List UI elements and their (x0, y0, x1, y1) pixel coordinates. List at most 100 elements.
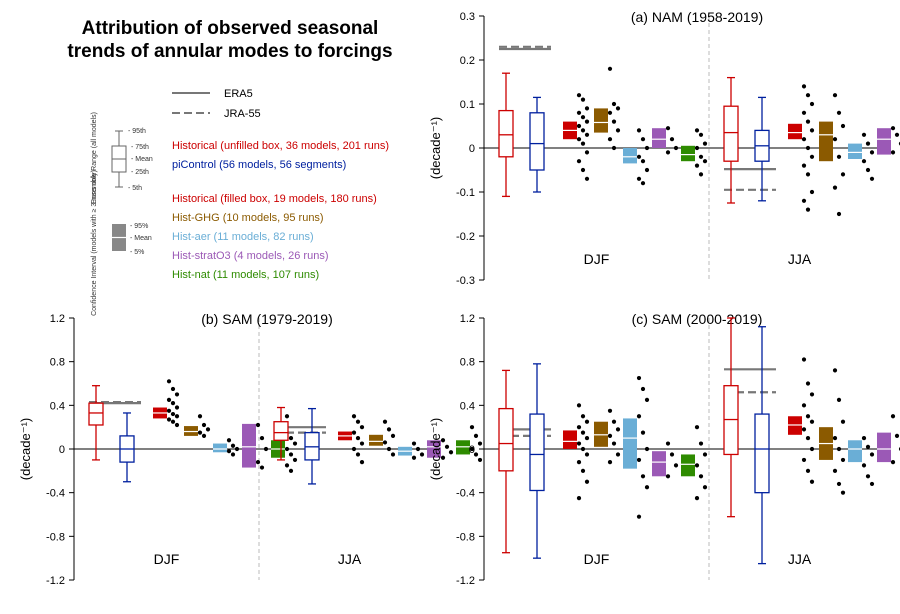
chart-panels: 0.3 0.2 0.1 0 -0.1 -0.2 -0.3 (decade⁻¹) (a) NAM … (18, 9, 900, 587)
model-dot (801, 357, 807, 362)
box-ci-o3 (242, 423, 256, 468)
model-dot (694, 128, 700, 133)
model-dot (351, 446, 357, 452)
y-tick-label: -0.3 (456, 275, 475, 287)
y-tick-label: -0.8 (46, 531, 65, 543)
model-dot (869, 452, 875, 457)
legend-entry-hist-strato3: Hist-stratO3 (4 models, 26 runs) (172, 250, 329, 262)
model-dot (292, 457, 298, 463)
model-dot (580, 141, 586, 146)
model-dot (636, 375, 642, 381)
model-dot (576, 496, 582, 501)
model-dot (640, 159, 646, 164)
model-dot (234, 446, 240, 452)
model-dot (809, 479, 815, 484)
model-dot (448, 450, 454, 455)
model-dot (615, 106, 621, 111)
y-axis-label: (decade⁻¹) (428, 117, 443, 180)
model-dot (411, 441, 417, 446)
box-ci-histf (563, 430, 577, 449)
model-dot (673, 145, 679, 151)
model-dot (861, 132, 867, 137)
model-dot (673, 463, 679, 468)
model-dot (644, 485, 650, 490)
model-dot (698, 474, 704, 479)
model-dot (840, 419, 846, 424)
model-dot (861, 159, 867, 164)
model-dot (801, 457, 807, 463)
box-ci-ghg (594, 108, 608, 133)
model-dot (197, 414, 203, 419)
model-dot (869, 176, 875, 181)
y-tick-label: 1.2 (460, 313, 475, 325)
model-dot (836, 397, 842, 402)
model-dot (669, 452, 675, 457)
season-label: DJF (584, 251, 610, 267)
model-dot (836, 481, 842, 487)
model-dot (469, 425, 475, 430)
model-dot (809, 101, 815, 107)
model-dot (809, 189, 815, 195)
y-tick-label: -1.2 (46, 575, 65, 587)
model-dot (174, 405, 180, 410)
model-dot (636, 154, 642, 159)
model-dot (205, 427, 211, 432)
model-dot (166, 379, 172, 384)
box-ci-aer (213, 443, 227, 453)
model-dot (861, 435, 867, 441)
y-tick-label: 0.8 (50, 357, 65, 369)
model-dot (284, 463, 290, 468)
model-dot (640, 474, 646, 479)
model-dot (174, 414, 180, 419)
y-tick-label: 0.4 (460, 400, 475, 412)
model-dot (197, 430, 203, 435)
model-dot (576, 93, 582, 98)
legend-era5-label: ERA5 (224, 88, 253, 100)
y-tick-label: 0 (59, 444, 65, 456)
model-dot (640, 137, 646, 142)
legend-ci-label: Confidence Interval (models with ≥ 3 run… (91, 170, 98, 316)
model-dot (584, 479, 590, 484)
model-dot (636, 414, 642, 419)
model-dot (836, 446, 842, 452)
model-dot (584, 452, 590, 457)
model-dot (580, 430, 586, 435)
model-dot (607, 137, 613, 142)
model-dot (351, 414, 357, 419)
legend-ensemble-range-label: Ensemble Range (all models) (91, 112, 98, 204)
figure-title-line2: trends of annular modes to forcings (67, 41, 392, 62)
legend-ci-tick-mean: - Mean (130, 235, 152, 242)
model-dot (665, 126, 671, 131)
legend-ci-tick-5: - 5% (130, 249, 144, 256)
model-dot (166, 417, 172, 422)
model-dot (694, 145, 700, 151)
model-dot (580, 97, 586, 102)
model-dot (805, 172, 811, 177)
model-dot (698, 441, 704, 446)
model-dot (865, 141, 871, 146)
legend-jra55-label: JRA-55 (224, 108, 261, 120)
y-tick-label: 1.2 (50, 313, 65, 325)
model-dot (263, 446, 269, 452)
model-dot (576, 441, 582, 446)
model-dot (611, 419, 617, 424)
model-dot (382, 440, 388, 445)
model-dot (640, 430, 646, 435)
panel-c: 1.2 0.8 0.4 0 -0.4 -0.8 -1.2 (decade⁻¹) (c) SAM … (428, 311, 900, 587)
legend-entry-hist-filled: Historical (filled box, 19 models, 180 r… (172, 193, 377, 205)
model-dot (832, 137, 838, 142)
model-dot (832, 93, 838, 98)
legend-confidence-interval: Confidence Interval (models with ≥ 3 run… (91, 170, 152, 316)
model-dot (576, 110, 582, 115)
y-tick-label: -1.2 (456, 575, 475, 587)
legend-ensemble-tick-mean: - Mean (131, 156, 153, 163)
model-dot (805, 207, 811, 212)
model-dot (805, 119, 811, 124)
legend-entry-hist-unfilled: Historical (unfilled box, 36 models, 201… (172, 140, 389, 152)
model-dot (669, 137, 675, 142)
model-dot (201, 422, 207, 428)
model-dot (694, 425, 700, 430)
legend-entry-hist-nat: Hist-nat (11 models, 107 runs) (172, 269, 319, 281)
model-dot (890, 460, 896, 465)
model-dot (259, 435, 265, 441)
